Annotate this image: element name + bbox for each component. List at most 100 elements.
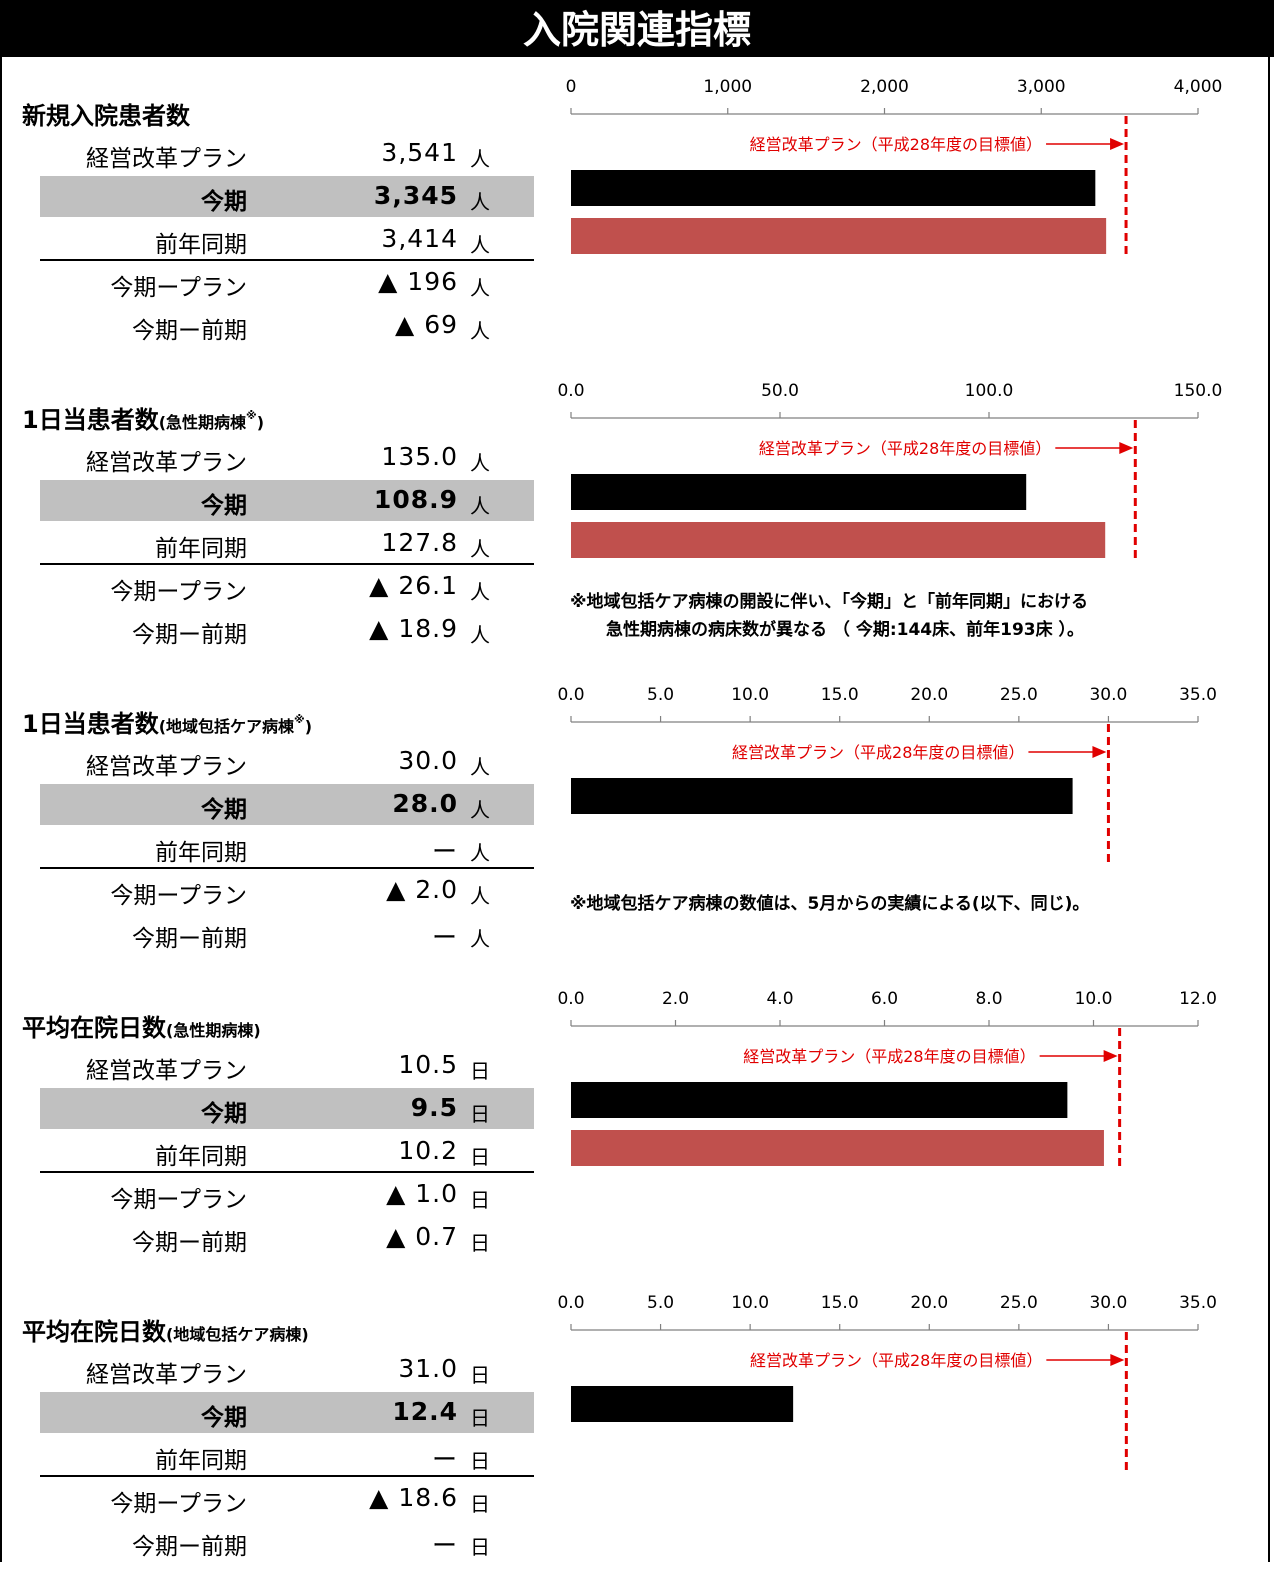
indicator-section: 平均在院日数(急性期病棟) 経営改革プラン 10.5 日今期 9.5 日前年同期 10.2 日… <box>0 990 1274 1290</box>
bar-current <box>571 170 1096 206</box>
row-unit: 日 <box>470 1145 490 1169</box>
row-label: 今期ー前期 <box>132 318 247 344</box>
section-subtitle-end: ) <box>304 717 313 736</box>
footnote: ※地域包括ケア病棟の数値は、5月からの実績による(以下、同じ)。 <box>570 890 1089 918</box>
page-frame <box>0 0 1270 1562</box>
annotation-arrow-head <box>1110 138 1125 150</box>
section-title-main: 1日当患者数 <box>22 710 159 738</box>
x-tick-label: 20.0 <box>910 1294 948 1313</box>
row-label: 今期ープラン <box>110 883 247 909</box>
indicator-section: 1日当患者数(地域包括ケア病棟※) 経営改革プラン 30.0 人今期 28.0 人前年同期… <box>0 686 1274 986</box>
section-subtitle: (急性期病棟) <box>166 1021 261 1040</box>
row-label: 経営改革プラン <box>86 450 247 476</box>
row-value: 127.8 <box>381 528 458 557</box>
section-title-main: 1日当患者数 <box>22 406 159 434</box>
x-tick-label: 0 <box>566 78 577 97</box>
row-value: ー <box>431 1531 458 1560</box>
x-tick-label: 0.0 <box>557 686 584 705</box>
section-title: 新規入院患者数 <box>22 96 190 131</box>
row-value: 12.4 <box>392 1397 458 1426</box>
x-tick-label: 50.0 <box>761 382 799 401</box>
row-unit: 人 <box>470 319 490 343</box>
row-label: 前年同期 <box>155 840 247 866</box>
row-label: 今期ー前期 <box>132 926 247 952</box>
bar-chart: 0.0 50.0 100.0 150.0 経営改革プラン（平成28年度の目標値） <box>557 382 1222 562</box>
bar-chart: 0.0 5.0 10.0 15.0 20.0 25.0 30.0 35.0 経営改革プラン（平成… <box>557 686 1217 866</box>
target-annotation: 経営改革プラン（平成28年度の目標値） <box>759 439 1051 458</box>
row-plan: 経営改革プラン 3,541 人 <box>40 133 534 174</box>
indicator-section: 平均在院日数(地域包括ケア病棟) 経営改革プラン 31.0 日今期 12.4 日前年同期ー… <box>0 1294 1274 1594</box>
row-unit: 人 <box>470 841 490 865</box>
section-title: 平均在院日数(地域包括ケア病棟) <box>22 1312 309 1347</box>
target-annotation: 経営改革プラン（平成28年度の目標値） <box>750 135 1042 154</box>
section-title: 1日当患者数(急性期病棟※) <box>22 400 264 435</box>
row-unit: 人 <box>470 451 490 475</box>
row-value: ー <box>431 837 458 866</box>
row-unit: 人 <box>470 537 490 561</box>
row-unit: 人 <box>470 884 490 908</box>
x-tick-label: 0.0 <box>557 990 584 1009</box>
x-tick-label: 25.0 <box>1000 686 1038 705</box>
section-subtitle: (急性期病棟 <box>158 413 247 432</box>
row-unit: 日 <box>470 1406 490 1430</box>
row-plan: 経営改革プラン 10.5 日 <box>40 1045 534 1086</box>
x-tick-label: 0.0 <box>557 1294 584 1313</box>
x-tick-label: 1,000 <box>703 78 752 97</box>
row-current: 今期 12.4 日 <box>40 1392 534 1433</box>
row-diff-prev: 今期ー前期 ▲ 69 人 <box>40 305 534 346</box>
row-label: 前年同期 <box>155 232 247 258</box>
row-unit: 人 <box>470 494 490 518</box>
row-value: ▲ 1.0 <box>386 1179 458 1208</box>
row-value: 28.0 <box>392 789 458 818</box>
footnote: ※地域包括ケア病棟の開設に伴い、「今期」と「前年同期」における急性期病棟の病床数… <box>570 588 1088 644</box>
row-value: 3,345 <box>373 181 458 210</box>
x-tick-label: 100.0 <box>965 382 1014 401</box>
row-current: 今期 3,345 人 <box>40 176 534 217</box>
row-label: 今期ー前期 <box>132 1534 247 1560</box>
row-separator <box>40 867 534 869</box>
row-diff-plan: 今期ープラン ▲ 26.1 人 <box>40 566 534 607</box>
row-label: 今期 <box>201 1405 247 1431</box>
bar-chart: 0.0 5.0 10.0 15.0 20.0 25.0 30.0 35.0 経営改革プラン（平成… <box>557 1294 1217 1474</box>
x-tick-label: 25.0 <box>1000 1294 1038 1313</box>
x-tick-label: 3,000 <box>1017 78 1066 97</box>
row-current: 今期 9.5 日 <box>40 1088 534 1129</box>
row-unit: 日 <box>470 1059 490 1083</box>
row-diff-prev: 今期ー前期 ー日 <box>40 1521 534 1562</box>
row-value: 3,414 <box>381 224 458 253</box>
row-unit: 人 <box>470 623 490 647</box>
row-value: ▲ 2.0 <box>386 875 458 904</box>
row-label: 今期ープラン <box>110 1187 247 1213</box>
section-title-main: 平均在院日数 <box>22 1318 166 1346</box>
row-label: 経営改革プラン <box>86 146 247 172</box>
row-separator <box>40 1475 534 1477</box>
row-previous: 前年同期 127.8 人 <box>40 523 534 564</box>
bar-current <box>571 778 1073 814</box>
x-tick-label: 8.0 <box>975 990 1002 1009</box>
row-label: 今期ープラン <box>110 275 247 301</box>
footnote-line: 急性期病棟の病床数が異なる （ 今期:144床、前年193床 ）。 <box>606 620 1085 640</box>
bar-chart: 0.0 2.0 4.0 6.0 8.0 10.0 12.0 経営改革プラン（平成28年度の目標… <box>557 990 1217 1170</box>
x-tick-label: 0.0 <box>557 382 584 401</box>
row-label: 今期 <box>201 189 247 215</box>
row-separator <box>40 563 534 565</box>
row-value: ▲ 26.1 <box>369 571 458 600</box>
x-tick-label: 30.0 <box>1089 1294 1127 1313</box>
x-tick-label: 35.0 <box>1179 1294 1217 1313</box>
row-unit: 日 <box>470 1535 490 1559</box>
row-unit: 人 <box>470 233 490 257</box>
x-tick-label: 5.0 <box>647 1294 674 1313</box>
indicator-section: 1日当患者数(急性期病棟※) 経営改革プラン 135.0 人今期 108.9 人前年同期 1… <box>0 382 1274 682</box>
section-title: 平均在院日数(急性期病棟) <box>22 1008 261 1043</box>
row-label: 前年同期 <box>155 1448 247 1474</box>
row-label: 今期ープラン <box>110 1491 247 1517</box>
x-tick-label: 5.0 <box>647 686 674 705</box>
footnote-mark: ※ <box>294 713 305 726</box>
section-title-main: 平均在院日数 <box>22 1014 166 1042</box>
bar-previous <box>571 522 1106 558</box>
row-separator <box>40 1171 534 1173</box>
footnote-line: ※地域包括ケア病棟の開設に伴い、「今期」と「前年同期」における <box>570 592 1089 612</box>
section-subtitle-end: ) <box>256 413 265 432</box>
row-separator <box>40 259 534 261</box>
annotation-arrow-head <box>1092 746 1107 758</box>
